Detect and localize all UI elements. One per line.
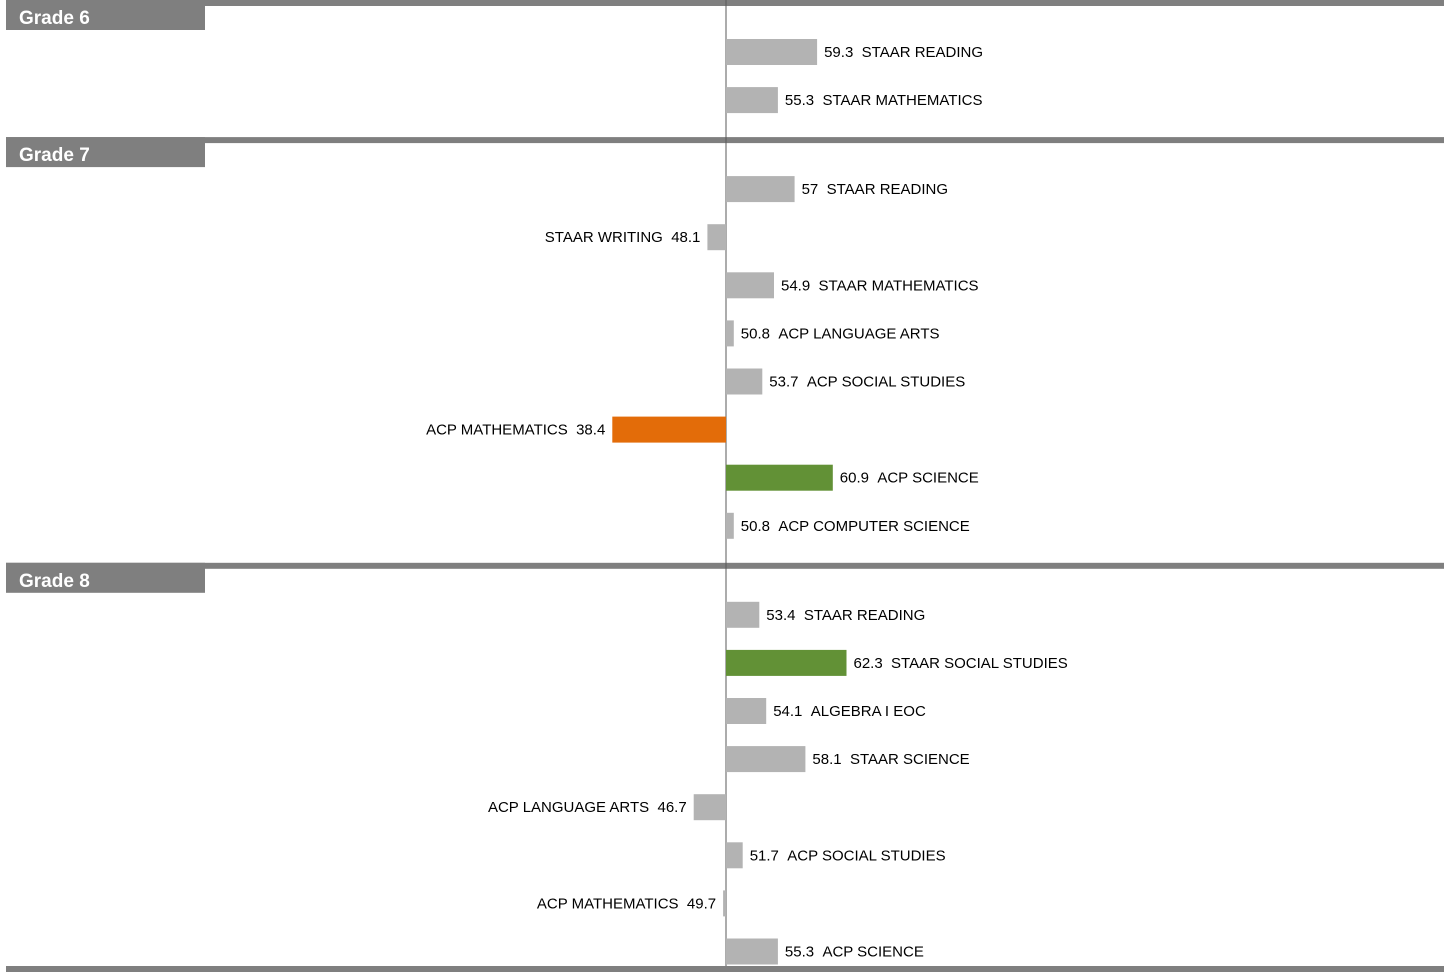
grade-8-algebra-i-eoc-bar-label: 54.1 ALGEBRA I EOC <box>773 703 926 720</box>
grade-8-staar-reading-bar <box>726 601 760 628</box>
grade-6-header-label: Grade 6 <box>19 8 90 29</box>
grade-7-acp-social-studies-value-label: 53.7 <box>769 374 798 391</box>
grade-7-acp-science-bar-label: 60.9 ACP SCIENCE <box>840 470 979 487</box>
grade-8-staar-reading-value-label: 53.4 <box>766 607 795 624</box>
grade-7-acp-social-studies-category-label: ACP SOCIAL STUDIES <box>807 374 965 391</box>
grade-8-acp-science-bar <box>726 938 778 965</box>
grade-6-staar-mathematics-value-label: 55.3 <box>785 92 814 109</box>
grade-7-acp-computer-science-value-label: 50.8 <box>741 518 770 535</box>
grade-7-staar-reading-category-label: STAAR READING <box>827 181 948 198</box>
grade-7-acp-language-arts-value-label: 50.8 <box>741 325 770 342</box>
grade-6-divider <box>6 0 1444 6</box>
grade-6-staar-mathematics-category-label: STAAR MATHEMATICS <box>822 92 982 109</box>
grade-8-acp-science-bar-label: 55.3 ACP SCIENCE <box>785 944 924 961</box>
grade-7-acp-language-arts-bar-label: 50.8 ACP LANGUAGE ARTS <box>741 325 940 342</box>
grade-8-acp-language-arts-bar-label: ACP LANGUAGE ARTS 46.7 <box>488 799 687 816</box>
grade-7-acp-computer-science-bar <box>726 512 734 539</box>
grade-8-staar-social-studies-value-label: 62.3 <box>854 655 883 672</box>
grade-6-staar-reading-value-label: 59.3 <box>824 44 853 61</box>
grade-8-staar-social-studies-bar <box>726 649 847 676</box>
grade-6-header-tab <box>6 0 205 30</box>
grade-8-acp-social-studies-category-label: ACP SOCIAL STUDIES <box>787 847 945 864</box>
grade-8-divider <box>6 562 1444 569</box>
grade-8-acp-mathematics-category-label: ACP MATHEMATICS <box>537 895 679 912</box>
grade-7-staar-reading-value-label: 57 <box>802 181 819 198</box>
grade-7-acp-science-bar <box>726 464 833 491</box>
grade-7-staar-mathematics-bar <box>726 272 774 299</box>
grade-8-acp-mathematics-bar <box>723 890 726 917</box>
grade-7-staar-mathematics-bar-label: 54.9 STAAR MATHEMATICS <box>781 277 979 294</box>
grade-8-algebra-i-eoc-category-label: ALGEBRA I EOC <box>811 703 926 720</box>
grade-7-acp-mathematics-bar-label: ACP MATHEMATICS 38.4 <box>426 422 605 439</box>
grade-7-acp-social-studies-bar-label: 53.7 ACP SOCIAL STUDIES <box>769 374 965 391</box>
grade-7-staar-mathematics-value-label: 54.9 <box>781 277 810 294</box>
grade-7-header-tab <box>6 137 205 168</box>
grade-7-staar-writing-value-label: 48.1 <box>671 229 700 246</box>
grade-8-acp-mathematics-value-label: 49.7 <box>687 895 716 912</box>
grade-8-staar-science-category-label: STAAR SCIENCE <box>850 751 970 768</box>
grade-7-acp-mathematics-category-label: ACP MATHEMATICS <box>426 422 568 439</box>
grade-8-header-tab <box>6 562 205 593</box>
grade-7-acp-computer-science-bar-label: 50.8 ACP COMPUTER SCIENCE <box>741 518 970 535</box>
grade-7-staar-reading-bar-label: 57 STAAR READING <box>802 181 948 198</box>
grade-8-acp-science-category-label: ACP SCIENCE <box>822 944 923 961</box>
grade-8-staar-science-bar <box>726 746 806 773</box>
grade-8-acp-social-studies-value-label: 51.7 <box>750 847 779 864</box>
grade-8-acp-language-arts-category-label: ACP LANGUAGE ARTS <box>488 799 649 816</box>
grade-8-acp-language-arts-bar <box>693 794 726 821</box>
grade-7-acp-language-arts-bar <box>726 320 734 347</box>
grade-7-acp-computer-science-category-label: ACP COMPUTER SCIENCE <box>778 518 969 535</box>
grade-7-divider <box>6 137 1444 144</box>
grade-8-staar-social-studies-category-label: STAAR SOCIAL STUDIES <box>891 655 1068 672</box>
grade-7-acp-mathematics-bar <box>612 416 726 443</box>
grade-7-acp-social-studies-bar <box>726 368 763 395</box>
grade-8-header-label: Grade 8 <box>19 571 90 592</box>
grade-8-algebra-i-eoc-value-label: 54.1 <box>773 703 802 720</box>
grade-7-acp-science-value-label: 60.9 <box>840 470 869 487</box>
grade-8-acp-social-studies-bar <box>726 842 743 869</box>
grade-8-algebra-i-eoc-bar <box>726 698 767 724</box>
grade-8-staar-reading-bar-label: 53.4 STAAR READING <box>766 607 925 624</box>
grade-7-staar-mathematics-category-label: STAAR MATHEMATICS <box>819 277 979 294</box>
grade-7-acp-science-category-label: ACP SCIENCE <box>877 470 978 487</box>
grade-8-acp-science-value-label: 55.3 <box>785 944 814 961</box>
grade-7-staar-writing-bar <box>707 224 726 251</box>
grade-6-staar-reading-bar <box>726 39 818 65</box>
grade-8-acp-mathematics-bar-label: ACP MATHEMATICS 49.7 <box>537 895 716 912</box>
grade-8-staar-reading-category-label: STAAR READING <box>804 607 925 624</box>
grade-6-staar-reading-category-label: STAAR READING <box>862 44 983 61</box>
grade-6-staar-mathematics-bar-label: 55.3 STAAR MATHEMATICS <box>785 92 983 109</box>
grade-7-staar-writing-bar-label: STAAR WRITING 48.1 <box>545 229 701 246</box>
grade-7-staar-writing-category-label: STAAR WRITING <box>545 229 663 246</box>
grade-7-staar-reading-bar <box>726 176 795 203</box>
grade-8-staar-science-bar-label: 58.1 STAAR SCIENCE <box>812 751 969 768</box>
grade-7-acp-mathematics-value-label: 38.4 <box>576 422 605 439</box>
grade-7-header-label: Grade 7 <box>19 145 90 166</box>
grade-7-acp-language-arts-category-label: ACP LANGUAGE ARTS <box>778 325 939 342</box>
chart-bottom-divider <box>6 966 1444 972</box>
grade-8-acp-social-studies-bar-label: 51.7 ACP SOCIAL STUDIES <box>750 847 946 864</box>
grade-6-staar-mathematics-bar <box>726 87 778 114</box>
grade-8-acp-language-arts-value-label: 46.7 <box>657 799 686 816</box>
grade-8-staar-social-studies-bar-label: 62.3 STAAR SOCIAL STUDIES <box>854 655 1068 672</box>
grade-6-staar-reading-bar-label: 59.3 STAAR READING <box>824 44 983 61</box>
grade-8-staar-science-value-label: 58.1 <box>812 751 841 768</box>
